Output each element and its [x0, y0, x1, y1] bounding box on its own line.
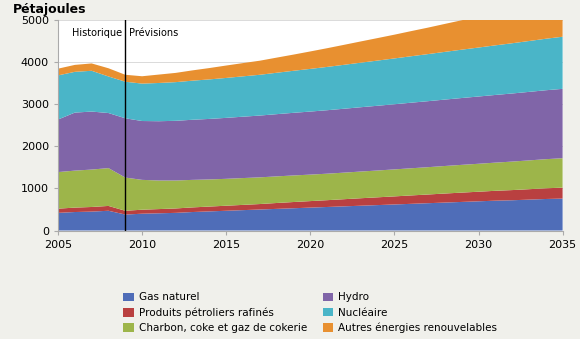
Text: Prévisions: Prévisions	[129, 28, 178, 38]
Legend: Gas naturel, Produits pétroliers rafinés, Charbon, coke et gaz de cokerie, Hydro: Gas naturel, Produits pétroliers rafinés…	[119, 288, 502, 338]
Text: Historique: Historique	[72, 28, 122, 38]
Text: Pétajoules: Pétajoules	[13, 3, 86, 16]
